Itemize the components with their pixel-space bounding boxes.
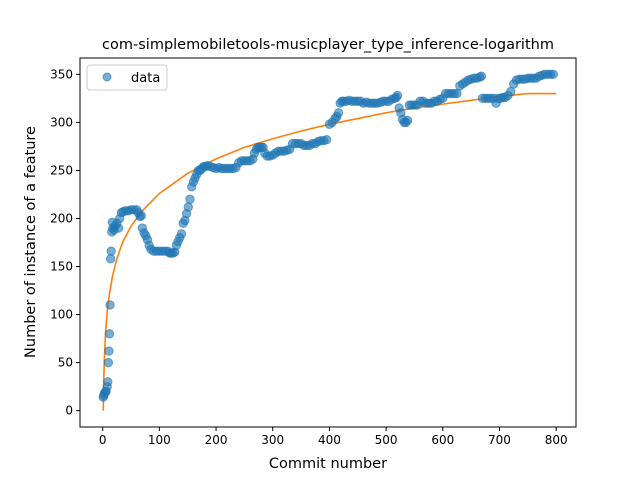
x-tick-label: 800	[545, 433, 568, 447]
data-point	[103, 357, 114, 368]
scatter-layer	[98, 69, 559, 402]
x-tick-label: 200	[205, 433, 228, 447]
y-tick-label: 350	[50, 67, 73, 81]
plot-area	[80, 58, 576, 427]
data-point	[392, 90, 403, 101]
plot-frame	[79, 57, 577, 428]
legend: data	[86, 64, 168, 91]
chart-title: com-simplemobiletools-musicplayer_type_i…	[102, 37, 554, 53]
y-tick-label: 200	[50, 211, 73, 225]
x-axis-ticks: 0 100 200 300 400 500 600 700 800	[99, 427, 568, 447]
data-point	[506, 86, 516, 97]
data-point	[104, 329, 115, 339]
legend-box	[86, 64, 168, 91]
data-point	[105, 254, 116, 264]
legend-marker	[102, 72, 112, 82]
data-point	[452, 88, 462, 99]
data-point	[333, 108, 344, 118]
x-tick-label: 0	[99, 433, 107, 447]
y-axis-ticks: 0 50 100 150 200 250 300 350	[50, 67, 80, 418]
data-point	[113, 223, 124, 233]
legend-label: data	[131, 71, 160, 86]
x-tick-label: 600	[431, 433, 454, 447]
data-point	[103, 377, 113, 387]
x-axis-label: Commit number	[269, 456, 387, 472]
data-point	[104, 346, 114, 356]
y-tick-label: 300	[50, 115, 73, 129]
data-point	[106, 246, 116, 256]
data-point	[321, 134, 332, 145]
data-point	[548, 69, 559, 80]
plot-background	[80, 58, 576, 427]
y-tick-label: 100	[50, 308, 73, 322]
y-axis-label: Number of instance of a feature	[23, 126, 39, 358]
x-tick-label: 400	[318, 433, 341, 447]
x-tick-label: 700	[488, 433, 511, 447]
y-tick-label: 50	[58, 356, 73, 370]
data-point	[183, 202, 193, 212]
data-point	[402, 115, 413, 126]
data-point	[185, 194, 195, 204]
y-tick-label: 0	[65, 404, 73, 418]
data-point	[105, 300, 115, 310]
data-point	[136, 210, 146, 221]
y-tick-label: 250	[50, 163, 73, 177]
x-tick-label: 500	[375, 433, 398, 447]
data-point	[176, 229, 187, 239]
data-point	[476, 71, 487, 81]
y-tick-label: 150	[50, 260, 73, 274]
x-tick-label: 300	[261, 433, 284, 447]
x-tick-label: 100	[148, 433, 171, 447]
